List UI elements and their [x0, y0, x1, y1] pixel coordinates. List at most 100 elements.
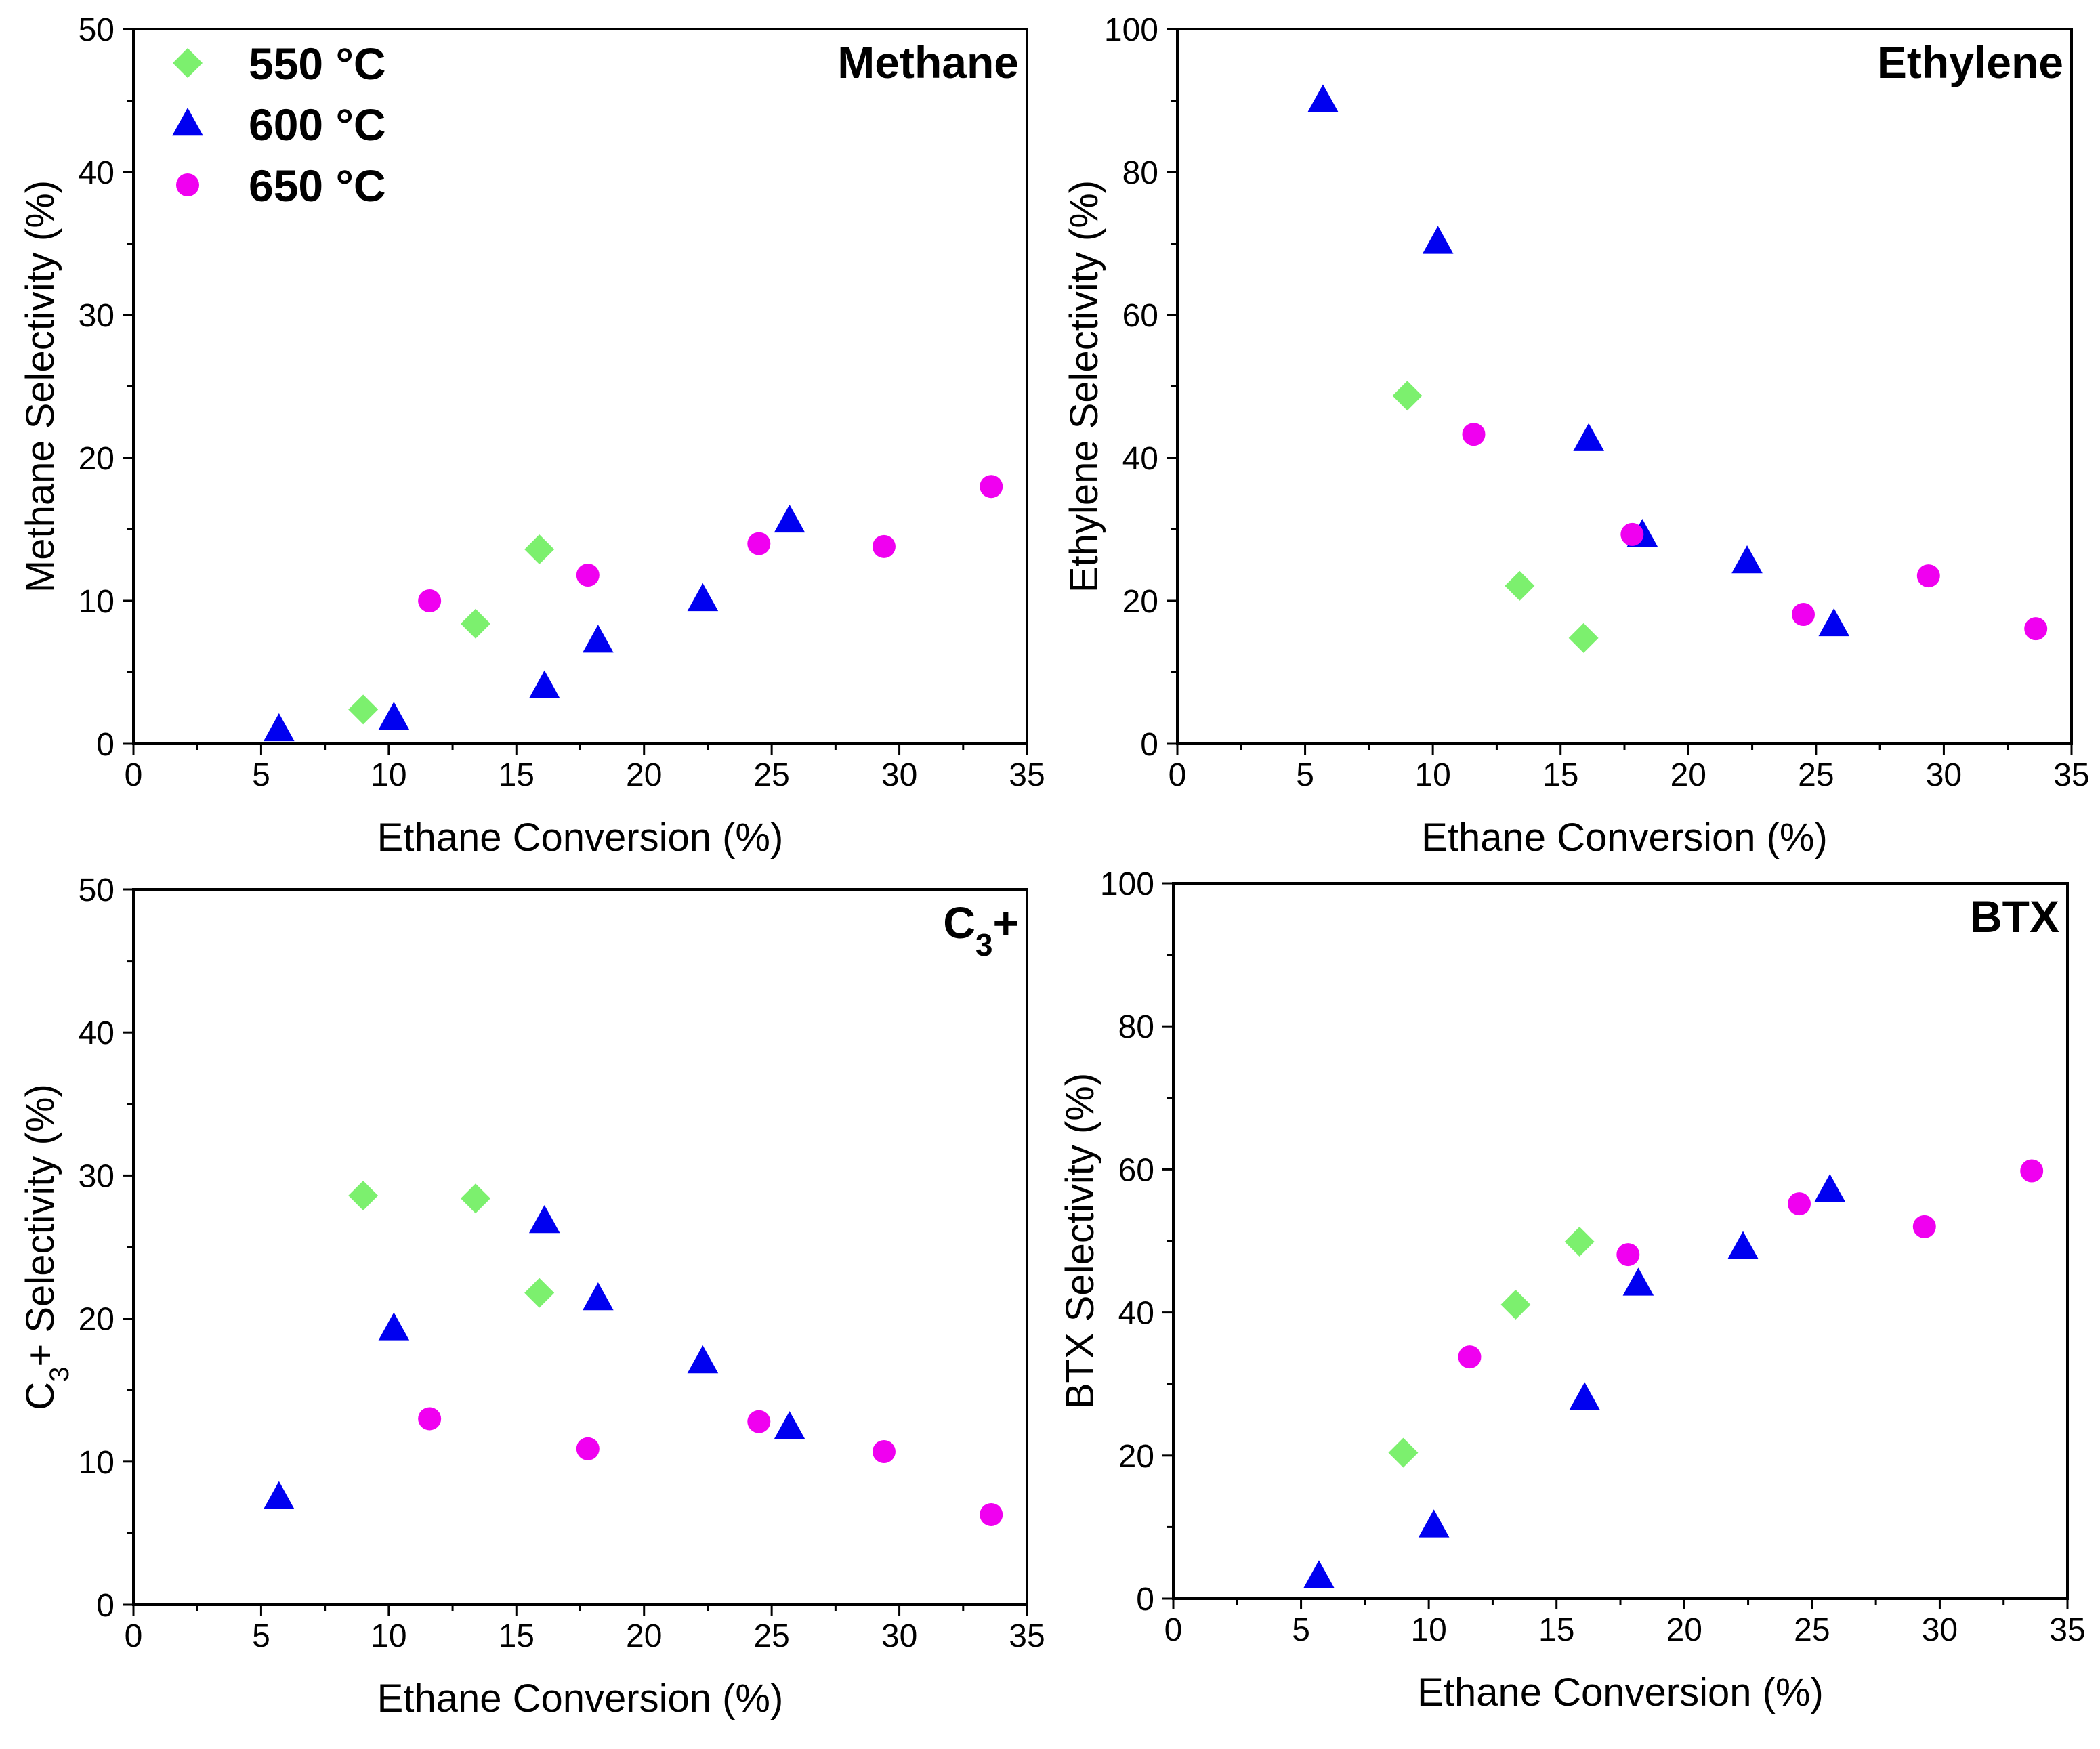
y-tick-label: 30	[79, 298, 114, 334]
data-point	[1616, 1243, 1640, 1267]
data-point	[872, 1440, 896, 1464]
x-tick-label: 35	[2049, 1612, 2085, 1648]
data-point	[1569, 1382, 1600, 1410]
chart-panel: 0 5 10 15 20 25 30 35 0 20 40 60 80 100 Ethane Convers…	[1062, 12, 2090, 860]
data-point	[687, 583, 719, 612]
data-point	[1788, 1192, 1811, 1216]
data-point	[2024, 617, 2048, 641]
y-tick-label: 30	[79, 1158, 114, 1194]
data-point	[1462, 423, 1486, 446]
data-point	[528, 1204, 560, 1234]
x-axis-label: Ethane Conversion (%)	[377, 816, 784, 860]
plot-frame	[1172, 882, 2069, 1600]
y-tick-label: 0	[1140, 727, 1158, 763]
legend-marker	[176, 173, 199, 196]
y-tick-label: 0	[1136, 1582, 1154, 1618]
x-tick-label: 15	[1542, 757, 1578, 793]
x-tick-label: 25	[1794, 1612, 1830, 1648]
y-tick-label: 40	[1118, 1296, 1154, 1332]
legend-label: 550 °C	[249, 39, 386, 89]
data-point	[1458, 1345, 1482, 1369]
y-tick-label: 40	[1122, 441, 1158, 477]
data-point	[418, 589, 442, 612]
x-tick-label: 5	[252, 757, 270, 793]
data-point	[1622, 1267, 1654, 1296]
data-point	[264, 713, 295, 742]
data-point	[460, 608, 490, 639]
x-tick-label: 20	[1666, 1612, 1702, 1648]
data-point	[583, 625, 614, 653]
legend-label: 600 °C	[249, 100, 386, 150]
data-point	[524, 1278, 555, 1308]
y-tick-label: 20	[1118, 1439, 1154, 1475]
panel-title: Ethylene	[1877, 37, 2063, 87]
data-point	[1307, 84, 1339, 112]
data-point	[378, 702, 410, 730]
x-tick-label: 25	[753, 1618, 789, 1654]
x-axis-label: Ethane Conversion (%)	[1417, 1670, 1824, 1714]
data-point	[1818, 608, 1850, 637]
data-point	[980, 475, 1003, 499]
data-point	[1564, 1227, 1595, 1257]
x-tick-label: 15	[499, 1618, 534, 1654]
data-point	[980, 1502, 1003, 1526]
x-tick-label: 20	[1671, 757, 1706, 793]
x-tick-label: 25	[753, 757, 789, 793]
data-point	[774, 1411, 805, 1439]
data-point	[418, 1407, 442, 1431]
data-point	[747, 1410, 771, 1433]
data-point	[1731, 545, 1763, 574]
data-point	[348, 1180, 379, 1210]
chart-panel: 0 5 10 15 20 25 30 35 0 10 20 30 40 50 Ethane Conversi…	[18, 12, 1045, 860]
chart-panel: 0 5 10 15 20 25 30 35 0 20 40 60 80 100 Ethane Convers…	[1058, 866, 2086, 1714]
legend-marker	[173, 48, 203, 78]
x-tick-label: 0	[1169, 757, 1187, 793]
data-point	[1814, 1174, 1846, 1202]
data-point	[1620, 522, 1644, 546]
data-point	[1500, 1289, 1531, 1320]
data-point	[872, 534, 896, 558]
x-axis-label: Ethane Conversion (%)	[377, 1677, 784, 1721]
y-tick-label: 50	[79, 872, 114, 908]
x-tick-label: 30	[1926, 757, 1962, 793]
chart-panel: 0 5 10 15 20 25 30 35 0 10 20 30 40 50 Ethane Conversi…	[18, 872, 1045, 1721]
y-tick-label: 100	[1100, 866, 1154, 902]
x-tick-label: 0	[125, 1618, 143, 1654]
data-point	[1392, 381, 1423, 411]
y-tick-label: 80	[1118, 1009, 1154, 1045]
data-point	[1568, 623, 1599, 653]
plot-frame	[1176, 28, 2073, 745]
panel-title: C3+	[943, 898, 1019, 963]
y-tick-label: 20	[79, 441, 114, 477]
x-tick-label: 35	[2053, 757, 2089, 793]
y-axis-label: Ethylene Selectivity (%)	[1062, 180, 1106, 593]
x-tick-label: 35	[1009, 757, 1045, 793]
x-tick-label: 5	[1296, 757, 1314, 793]
data-point	[528, 670, 560, 698]
data-point	[1388, 1437, 1419, 1468]
data-point	[583, 1282, 614, 1311]
y-tick-label: 50	[79, 12, 114, 48]
y-tick-label: 40	[79, 155, 114, 191]
x-tick-label: 0	[1164, 1612, 1183, 1648]
y-tick-label: 40	[79, 1015, 114, 1051]
x-tick-label: 15	[1538, 1612, 1574, 1648]
x-tick-label: 10	[1410, 1612, 1446, 1648]
data-point	[747, 532, 771, 555]
data-point	[1303, 1560, 1335, 1588]
panel-title: BTX	[1970, 891, 2059, 942]
y-tick-label: 10	[79, 584, 114, 620]
data-point	[1573, 423, 1604, 451]
x-tick-label: 5	[252, 1618, 270, 1654]
x-tick-label: 30	[881, 757, 917, 793]
data-point	[1912, 1215, 1936, 1238]
data-point	[576, 1437, 600, 1460]
x-tick-label: 30	[1922, 1612, 1958, 1648]
data-point	[576, 564, 600, 587]
legend: 550 °C 600 °C 650 °C	[172, 39, 386, 211]
x-tick-label: 35	[1009, 1618, 1045, 1654]
y-axis-label: Methane Selectivity (%)	[18, 180, 62, 593]
x-tick-label: 30	[881, 1618, 917, 1654]
legend-marker	[172, 108, 203, 136]
